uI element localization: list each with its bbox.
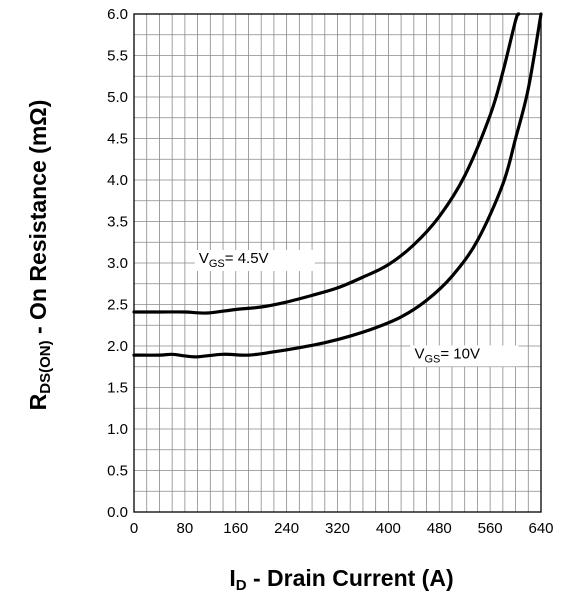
- series-label-0: VGS= 4.5V: [199, 250, 269, 270]
- y-tick-label: 2.5: [107, 297, 128, 314]
- x-tick-label: 160: [223, 520, 248, 537]
- y-tick-label: 0.5: [107, 463, 128, 480]
- y-tick-label: 4.0: [107, 172, 128, 189]
- y-tick-label: 4.5: [107, 131, 128, 148]
- x-tick-label: 400: [376, 520, 401, 537]
- y-axis-title: RDS(ON) - On Resistance (mΩ): [25, 100, 54, 411]
- x-tick-labels: 0 80 160 240 320 400 480 560 640: [130, 520, 554, 537]
- x-tick-label: 640: [528, 520, 553, 537]
- x-tick-label: 240: [274, 520, 299, 537]
- y-tick-label: 1.0: [107, 421, 128, 438]
- series-line-0: [132, 12, 521, 315]
- x-tick-label: 480: [427, 520, 452, 537]
- x-tick-label: 0: [130, 520, 138, 537]
- plot-frame: [133, 13, 542, 513]
- x-axis-title: ID - Drain Current (A): [229, 565, 453, 594]
- series-label-background: [194, 250, 315, 271]
- y-tick-label: 0.0: [107, 504, 128, 521]
- series-group: VGS= 4.5V VGS= 10V: [132, 12, 543, 367]
- x-tick-label: 560: [478, 520, 503, 537]
- y-tick-label: 1.5: [107, 380, 128, 397]
- y-tick-label: 5.5: [107, 48, 128, 65]
- series-label-background: [410, 345, 519, 367]
- y-tick-label: 3.5: [107, 214, 128, 231]
- y-tick-labels: 0.0 0.5 1.0 1.5 2.0 2.5 3.0 3.5 4.0 4.5 5.0 5.5 6.0: [107, 6, 128, 521]
- y-tick-label: 5.0: [107, 89, 128, 106]
- y-tick-label: 6.0: [107, 6, 128, 23]
- x-tick-label: 80: [177, 520, 194, 537]
- series-label-1: VGS= 10V: [414, 345, 480, 365]
- x-tick-label: 320: [325, 520, 350, 537]
- y-tick-label: 3.0: [107, 255, 128, 272]
- y-tick-label: 2.0: [107, 338, 128, 355]
- series-line-1: [132, 12, 543, 359]
